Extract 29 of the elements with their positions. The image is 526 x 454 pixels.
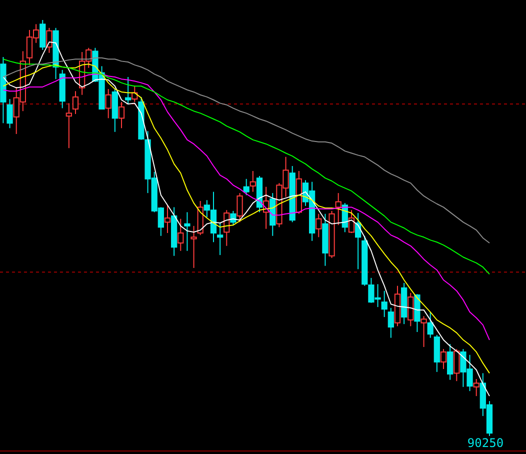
candlestick bbox=[381, 290, 388, 318]
annotation: 90250 bbox=[467, 436, 504, 450]
candlestick bbox=[447, 344, 454, 380]
candlestick bbox=[454, 348, 460, 382]
candlestick bbox=[66, 102, 72, 149]
candlestick bbox=[125, 76, 132, 105]
candlestick bbox=[118, 101, 125, 129]
candlestick bbox=[335, 192, 342, 226]
candlestick bbox=[40, 20, 46, 50]
candlestick bbox=[72, 90, 79, 115]
candlestick bbox=[348, 210, 355, 234]
candlestick bbox=[388, 307, 394, 338]
candlestick bbox=[420, 316, 427, 348]
candlestick bbox=[236, 192, 243, 223]
candlestick bbox=[178, 218, 184, 252]
candlestick bbox=[473, 378, 480, 397]
candlestick bbox=[184, 212, 190, 252]
candlestick bbox=[46, 27, 52, 54]
candlestick bbox=[243, 178, 250, 196]
candlestick bbox=[6, 98, 13, 129]
candlestick bbox=[217, 222, 224, 256]
candlestick bbox=[190, 225, 197, 268]
candlestick bbox=[408, 292, 414, 327]
candlestick bbox=[316, 213, 322, 238]
candlestick bbox=[440, 348, 447, 370]
candlestick bbox=[427, 312, 434, 338]
candlestick bbox=[105, 88, 112, 119]
candlestick bbox=[250, 170, 256, 192]
candlestick bbox=[164, 204, 171, 234]
